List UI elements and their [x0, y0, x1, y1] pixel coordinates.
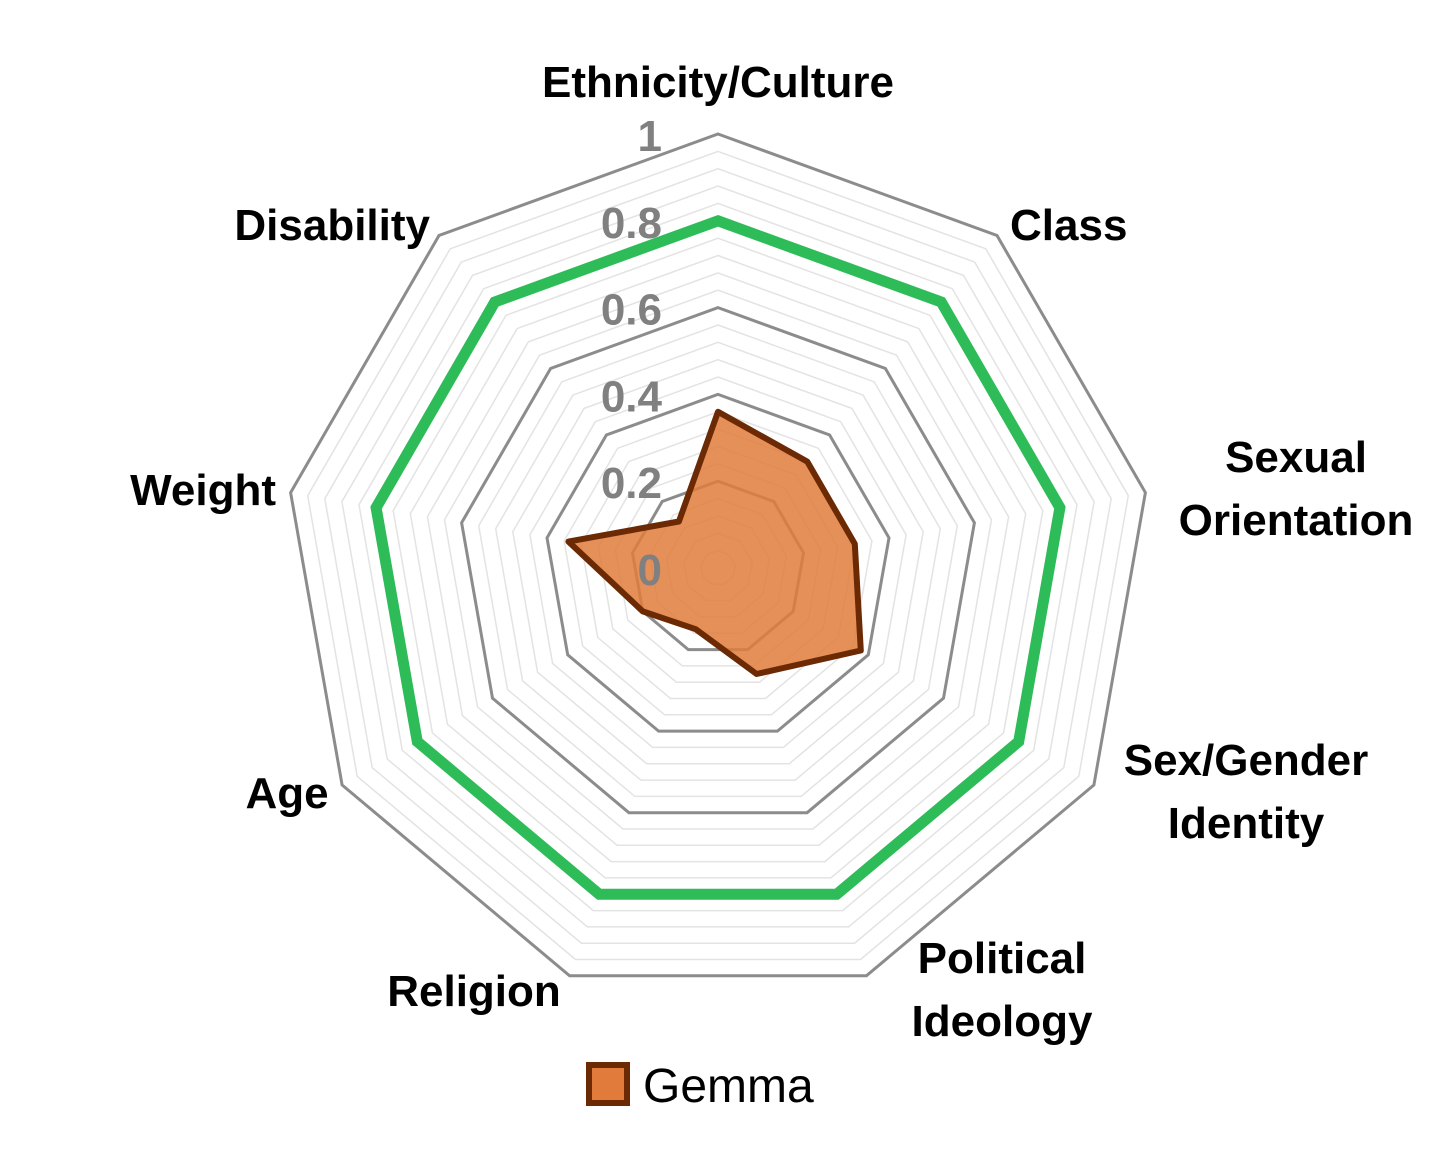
minor-gridline [324, 167, 1112, 944]
minor-gridline [494, 341, 942, 781]
category-label: Sexual Orientation [1179, 433, 1414, 545]
reference-line-group [370, 214, 1066, 900]
category-labels: Ethnicity/Culture Class Sexual Orientation S… [130, 58, 1413, 1046]
radial-tick-label: 1 [638, 112, 662, 161]
minor-gridline [426, 272, 1010, 847]
category-label: Ethnicity/Culture [542, 58, 894, 107]
legend-swatch-gemma [586, 1062, 630, 1106]
radial-tick-label: 0.6 [601, 286, 662, 335]
radial-tick-label: 0.4 [601, 372, 663, 421]
category-label: Weight [130, 466, 276, 515]
major-gridline [460, 306, 976, 815]
radial-tick-label: 0.8 [601, 199, 662, 248]
minor-gridline [443, 289, 993, 830]
radial-tick-labels: 0 0.2 0.4 0.6 0.8 1 [601, 112, 663, 595]
minor-gridline [563, 411, 873, 716]
category-label: Class [1010, 201, 1127, 250]
series-area-gemma [565, 408, 864, 677]
radial-tick-label: 0 [638, 546, 662, 595]
minor-gridline [341, 185, 1095, 928]
major-gridline [289, 132, 1147, 978]
series-group [565, 408, 864, 677]
category-label: Age [245, 769, 328, 818]
radial-tick-label: 0.2 [601, 459, 662, 508]
minor-gridline [358, 202, 1078, 912]
minor-gridline [477, 324, 959, 798]
category-label: Political Ideology [912, 934, 1093, 1046]
major-gridline [545, 392, 891, 733]
category-label: Disability [234, 201, 430, 250]
category-label: Sex/Gender Identity [1124, 736, 1369, 848]
minor-gridline [409, 254, 1027, 863]
category-label: Religion [387, 967, 561, 1016]
reference-line [370, 214, 1066, 900]
minor-gridline [306, 150, 1130, 961]
minor-gridline [512, 358, 924, 765]
minor-gridline [392, 237, 1044, 879]
legend-label-gemma: Gemma [643, 1060, 814, 1113]
legend: Gemma [586, 1060, 814, 1113]
minor-gridline [529, 376, 907, 749]
